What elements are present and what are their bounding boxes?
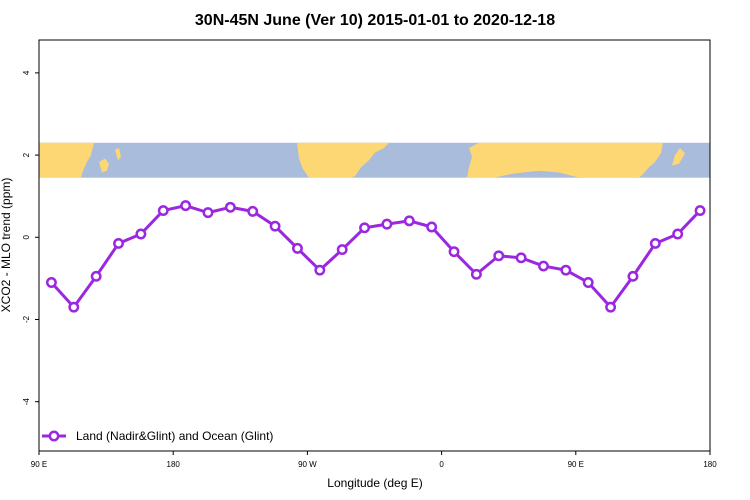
- data-point: [515, 252, 527, 264]
- legend-label: Land (Nadir&Glint) and Ocean (Glint): [76, 429, 273, 443]
- data-point: [560, 264, 572, 276]
- data-point: [582, 277, 594, 288]
- data-point: [605, 301, 617, 313]
- data-point: [426, 221, 438, 233]
- series-line: [50, 204, 702, 309]
- world-map-band: [39, 142, 710, 178]
- plot-frame: [38, 39, 711, 452]
- data-point: [470, 268, 482, 280]
- y-axis: -4 -2 0 2 4: [22, 70, 39, 405]
- data-point: [135, 228, 147, 240]
- map-land: [467, 142, 663, 178]
- data-point: [202, 207, 214, 219]
- y-axis-label: XCO2 - MLO trend (ppm): [0, 178, 13, 313]
- y-tick-label: -4: [22, 398, 31, 406]
- data-point: [694, 205, 706, 217]
- data-point: [448, 246, 460, 258]
- data-point: [224, 201, 236, 213]
- data-point: [493, 250, 505, 262]
- x-tick-label: 90 W: [298, 460, 317, 469]
- legend-marker: [48, 430, 60, 442]
- series-group: [45, 200, 706, 313]
- x-tick-label: 180: [703, 460, 717, 469]
- data-point: [627, 270, 639, 282]
- y-tick-label: 0: [22, 235, 31, 240]
- data-point: [157, 205, 169, 217]
- data-point: [90, 270, 102, 282]
- y-tick-label: 2: [22, 152, 31, 157]
- data-point: [45, 277, 57, 288]
- data-point: [247, 205, 259, 217]
- data-point: [649, 237, 661, 249]
- map-land: [672, 147, 685, 166]
- data-point: [336, 244, 348, 256]
- data-point: [403, 215, 415, 227]
- map-land: [99, 158, 109, 173]
- data-point: [180, 200, 192, 212]
- data-point: [381, 218, 393, 230]
- data-point: [269, 220, 281, 232]
- x-tick-label: 180: [167, 460, 181, 469]
- chart-title: 30N-45N June (Ver 10) 2015-01-01 to 2020…: [195, 12, 555, 29]
- x-tick-label: 0: [439, 460, 444, 469]
- y-tick-label: -2: [22, 315, 31, 323]
- x-axis-label: Longitude (deg E): [327, 476, 422, 490]
- x-tick-label: 90 E: [31, 460, 47, 469]
- data-point: [672, 228, 684, 240]
- x-tick-label: 90 E: [568, 460, 584, 469]
- data-point: [68, 301, 80, 313]
- x-axis: 90 E 180 90 W 0 90 E 180: [31, 451, 717, 469]
- data-point: [538, 260, 549, 272]
- map-land: [39, 142, 94, 178]
- y-tick-label: 4: [22, 70, 31, 75]
- data-point: [314, 264, 326, 276]
- legend: Land (Nadir&Glint) and Ocean (Glint): [42, 429, 273, 443]
- data-point: [359, 222, 371, 234]
- map-land: [297, 142, 389, 178]
- data-point: [292, 242, 303, 254]
- data-point: [113, 237, 124, 249]
- map-land: [115, 147, 121, 161]
